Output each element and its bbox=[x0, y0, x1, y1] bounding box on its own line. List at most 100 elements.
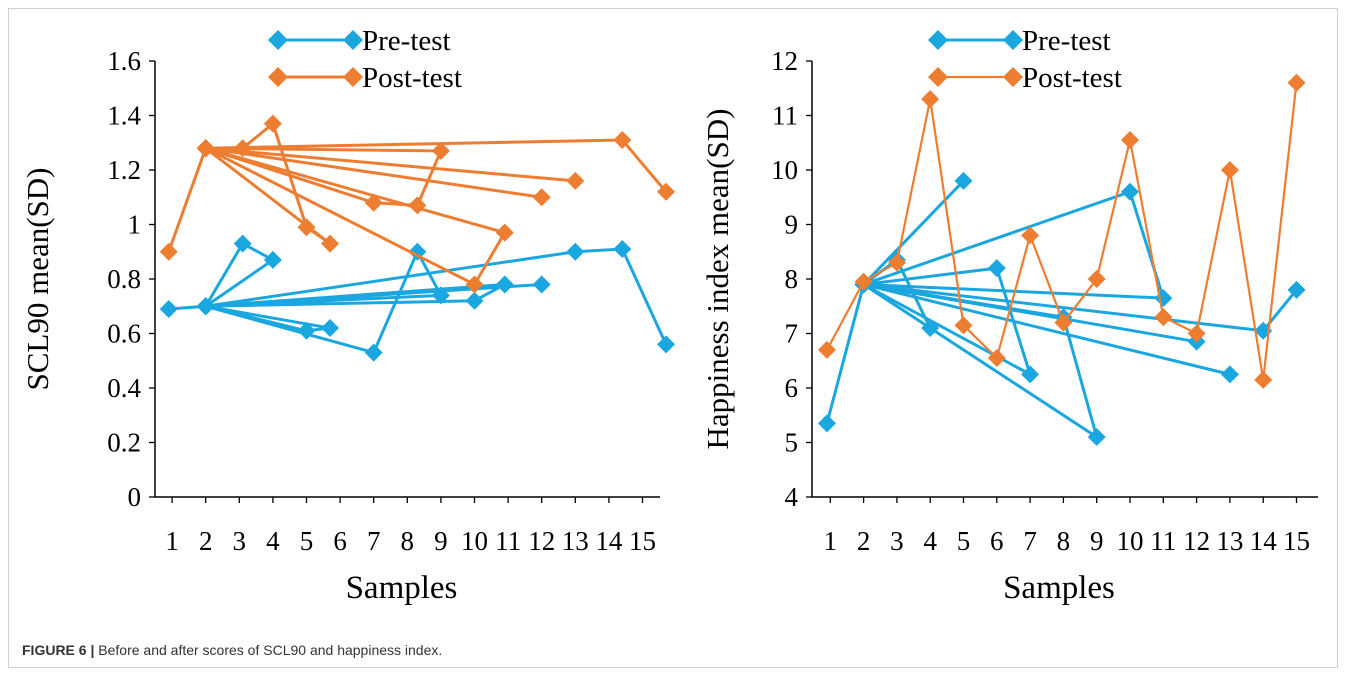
legend-label: Post-test bbox=[362, 62, 462, 94]
y-tick-label: 9 bbox=[785, 210, 799, 240]
data-point-marker bbox=[954, 316, 973, 335]
y-tick-label: 0 bbox=[128, 482, 142, 512]
data-point-marker bbox=[566, 242, 585, 261]
series-pre-test bbox=[817, 171, 1306, 447]
x-tick-label: 8 bbox=[1057, 526, 1071, 556]
data-point-marker bbox=[657, 335, 676, 354]
data-point-marker bbox=[1187, 324, 1206, 343]
data-point-marker bbox=[159, 299, 178, 318]
data-point-marker bbox=[321, 319, 340, 338]
legend-item-pre-test: Pre-test bbox=[268, 25, 451, 57]
chart-panel-1: 00.20.40.60.811.21.41.61 2 3 4 5 6 7 8 9 10 11 12 13… bbox=[20, 25, 676, 606]
data-point-marker bbox=[495, 223, 514, 242]
x-tick-label: 7 bbox=[1023, 526, 1037, 556]
x-tick-label: 12 bbox=[1183, 526, 1210, 556]
y-tick-label: 6 bbox=[785, 373, 799, 403]
y-tick-label: 4 bbox=[785, 482, 799, 512]
legend-marker bbox=[268, 67, 288, 87]
legend-marker bbox=[928, 67, 948, 87]
x-tick-label: 15 bbox=[629, 526, 656, 556]
x-tick-label: 4 bbox=[266, 526, 280, 556]
y-tick-label: 0.4 bbox=[107, 373, 141, 403]
x-tick-label: 2 bbox=[199, 526, 213, 556]
x-tick-label: 4 bbox=[923, 526, 937, 556]
x-axis-title: Samples bbox=[346, 570, 458, 606]
data-point-marker bbox=[566, 171, 585, 190]
data-point-marker bbox=[465, 275, 484, 294]
data-point-marker bbox=[1220, 161, 1239, 179]
y-tick-label: 1 bbox=[128, 210, 142, 240]
legend-marker bbox=[1003, 67, 1023, 87]
x-tick-label: 5 bbox=[300, 526, 314, 556]
data-point-marker bbox=[1220, 365, 1239, 384]
series-pre-test bbox=[159, 234, 676, 362]
data-point-marker bbox=[159, 242, 178, 261]
x-tick-label: 14 bbox=[1250, 526, 1278, 556]
y-tick-label: 10 bbox=[771, 155, 798, 185]
data-point-marker bbox=[887, 253, 906, 272]
legend-marker bbox=[343, 30, 363, 50]
figure-charts: 00.20.40.60.811.21.41.61 2 3 4 5 6 7 8 9 10 11 12 13… bbox=[20, 25, 1318, 606]
x-tick-label: 11 bbox=[495, 526, 521, 556]
x-tick-label: 12 bbox=[528, 526, 555, 556]
y-axis-title: Happiness index mean(SD) bbox=[700, 109, 735, 450]
data-point-marker bbox=[408, 196, 427, 215]
y-tick-label: 1.4 bbox=[107, 101, 141, 131]
x-tick-label: 6 bbox=[990, 526, 1004, 556]
x-tick-label: 3 bbox=[233, 526, 247, 556]
x-tick-label: 3 bbox=[890, 526, 904, 556]
data-point-marker bbox=[364, 193, 383, 212]
data-point-marker bbox=[1087, 428, 1106, 447]
data-point-marker bbox=[987, 349, 1006, 368]
data-point-marker bbox=[854, 272, 873, 291]
data-point-marker bbox=[532, 275, 551, 294]
data-point-marker bbox=[297, 218, 316, 237]
x-tick-label: 10 bbox=[461, 526, 488, 556]
legend-label: Post-test bbox=[1022, 62, 1122, 94]
legend-label: Pre-test bbox=[362, 25, 451, 57]
x-tick-label: 9 bbox=[1090, 526, 1104, 556]
x-tick-label: 1 bbox=[165, 526, 179, 556]
x-tick-label: 11 bbox=[1150, 526, 1176, 556]
data-point-marker bbox=[1287, 280, 1306, 299]
series-line bbox=[168, 241, 668, 355]
y-tick-label: 1.2 bbox=[107, 155, 141, 185]
x-tick-label: 13 bbox=[1216, 526, 1243, 556]
data-point-marker bbox=[613, 240, 632, 259]
data-point-marker bbox=[1054, 313, 1073, 332]
y-tick-label: 11 bbox=[772, 101, 798, 131]
data-point-marker bbox=[1287, 73, 1306, 92]
y-tick-label: 12 bbox=[771, 46, 798, 76]
x-tick-label: 9 bbox=[434, 526, 448, 556]
data-point-marker bbox=[465, 291, 484, 310]
series-line bbox=[826, 82, 1298, 380]
data-point-marker bbox=[657, 182, 676, 201]
data-point-marker bbox=[297, 321, 316, 340]
legend-item-pre-test: Pre-test bbox=[928, 25, 1111, 57]
data-point-marker bbox=[233, 139, 252, 158]
data-point-marker bbox=[1021, 365, 1040, 384]
figure-frame bbox=[8, 8, 1338, 668]
data-point-marker bbox=[1121, 131, 1139, 150]
data-point-marker bbox=[431, 286, 450, 305]
legend-marker bbox=[343, 67, 363, 87]
data-point-marker bbox=[233, 234, 252, 253]
data-point-marker bbox=[263, 114, 282, 133]
figure-caption: FIGURE 6 | Before and after scores of SC… bbox=[22, 642, 442, 658]
legend-item-post-test: Post-test bbox=[928, 62, 1122, 94]
caption-label: FIGURE 6 | bbox=[22, 642, 95, 658]
caption-text: Before and after scores of SCL90 and hap… bbox=[98, 642, 443, 658]
data-point-marker bbox=[431, 141, 450, 160]
x-tick-label: 14 bbox=[595, 526, 623, 556]
series-post-test bbox=[817, 73, 1306, 389]
data-point-marker bbox=[817, 340, 836, 359]
x-tick-label: 8 bbox=[401, 526, 415, 556]
y-tick-label: 5 bbox=[785, 428, 799, 458]
data-point-marker bbox=[921, 90, 940, 109]
legend-marker bbox=[1003, 30, 1023, 50]
y-tick-label: 8 bbox=[785, 264, 799, 294]
data-point-marker bbox=[613, 131, 632, 150]
y-tick-label: 7 bbox=[785, 319, 799, 349]
series-post-test bbox=[159, 114, 676, 294]
